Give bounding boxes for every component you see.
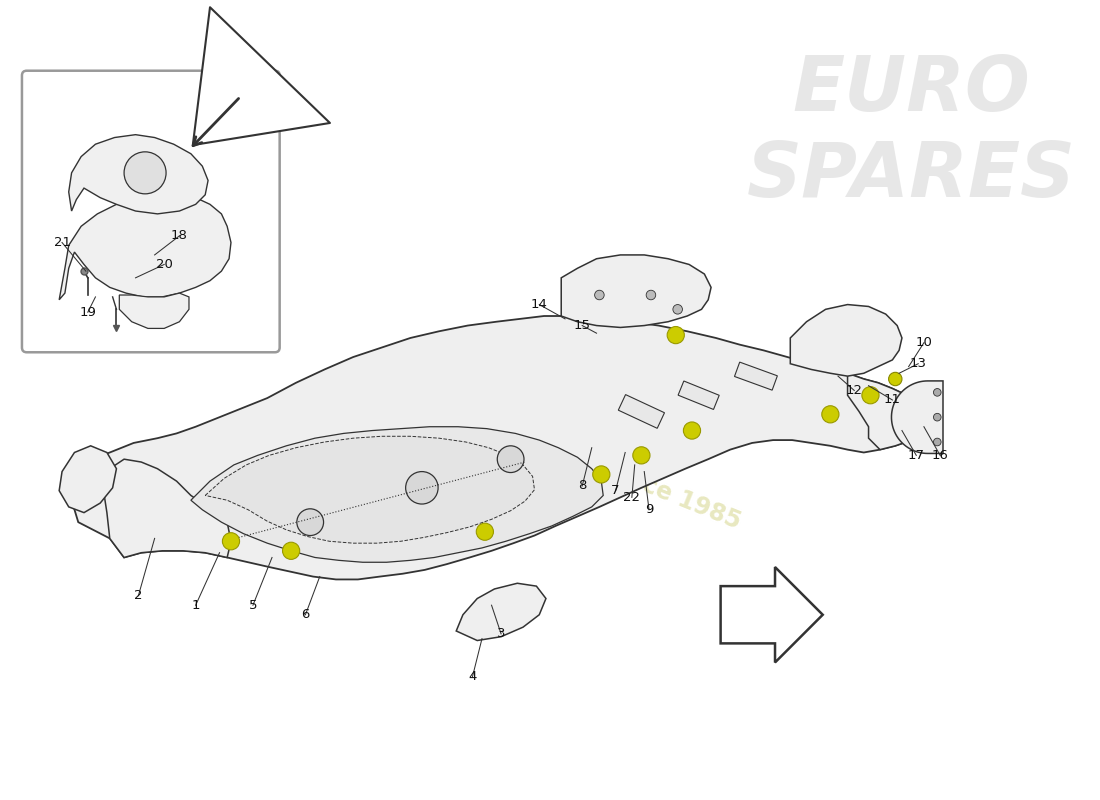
Text: 16: 16	[932, 449, 948, 462]
Polygon shape	[561, 255, 711, 327]
Circle shape	[673, 305, 682, 314]
Text: 15: 15	[574, 319, 591, 332]
Circle shape	[476, 523, 494, 540]
Polygon shape	[119, 293, 189, 329]
Circle shape	[297, 509, 323, 535]
Polygon shape	[848, 374, 924, 450]
Circle shape	[222, 533, 240, 550]
Polygon shape	[103, 459, 231, 558]
Bar	[735, 362, 778, 390]
Polygon shape	[68, 316, 924, 579]
Text: 19: 19	[79, 306, 96, 318]
Text: 12: 12	[846, 384, 862, 397]
Polygon shape	[790, 305, 902, 376]
Polygon shape	[191, 426, 603, 562]
Text: 14: 14	[531, 298, 548, 311]
Polygon shape	[720, 567, 823, 662]
Text: 21: 21	[54, 236, 70, 249]
Text: 6: 6	[301, 608, 309, 622]
Circle shape	[632, 446, 650, 464]
Text: 17: 17	[908, 449, 925, 462]
Polygon shape	[456, 583, 546, 641]
Text: 2: 2	[134, 589, 143, 602]
Bar	[618, 394, 664, 428]
Text: 5: 5	[249, 598, 257, 612]
Polygon shape	[68, 134, 208, 214]
FancyBboxPatch shape	[22, 70, 279, 352]
Polygon shape	[206, 436, 535, 543]
Text: 13: 13	[910, 358, 926, 370]
Text: 18: 18	[170, 230, 188, 242]
Polygon shape	[59, 446, 117, 513]
Text: 7: 7	[612, 484, 620, 497]
Circle shape	[283, 542, 299, 559]
Text: a passion for parts since 1985: a passion for parts since 1985	[362, 361, 745, 534]
Text: 10: 10	[915, 336, 933, 350]
Circle shape	[646, 290, 656, 300]
Circle shape	[124, 152, 166, 194]
Text: 20: 20	[156, 258, 173, 271]
Circle shape	[683, 422, 701, 439]
Text: 11: 11	[884, 394, 901, 406]
Text: 8: 8	[578, 479, 586, 493]
Text: 1: 1	[191, 598, 200, 612]
Text: 9: 9	[645, 503, 653, 516]
Circle shape	[934, 389, 942, 396]
Circle shape	[862, 386, 879, 404]
Circle shape	[822, 406, 839, 423]
Text: 4: 4	[469, 670, 476, 683]
Circle shape	[497, 446, 524, 473]
Circle shape	[593, 466, 609, 483]
Circle shape	[668, 326, 684, 344]
Polygon shape	[891, 381, 943, 454]
Circle shape	[406, 471, 438, 504]
Bar	[678, 381, 719, 410]
Text: 22: 22	[624, 491, 640, 504]
Circle shape	[934, 414, 942, 421]
Circle shape	[595, 290, 604, 300]
Circle shape	[934, 438, 942, 446]
Circle shape	[889, 372, 902, 386]
Text: 3: 3	[497, 627, 505, 640]
Text: EURO
SPARES: EURO SPARES	[747, 53, 1076, 213]
Polygon shape	[59, 192, 231, 300]
